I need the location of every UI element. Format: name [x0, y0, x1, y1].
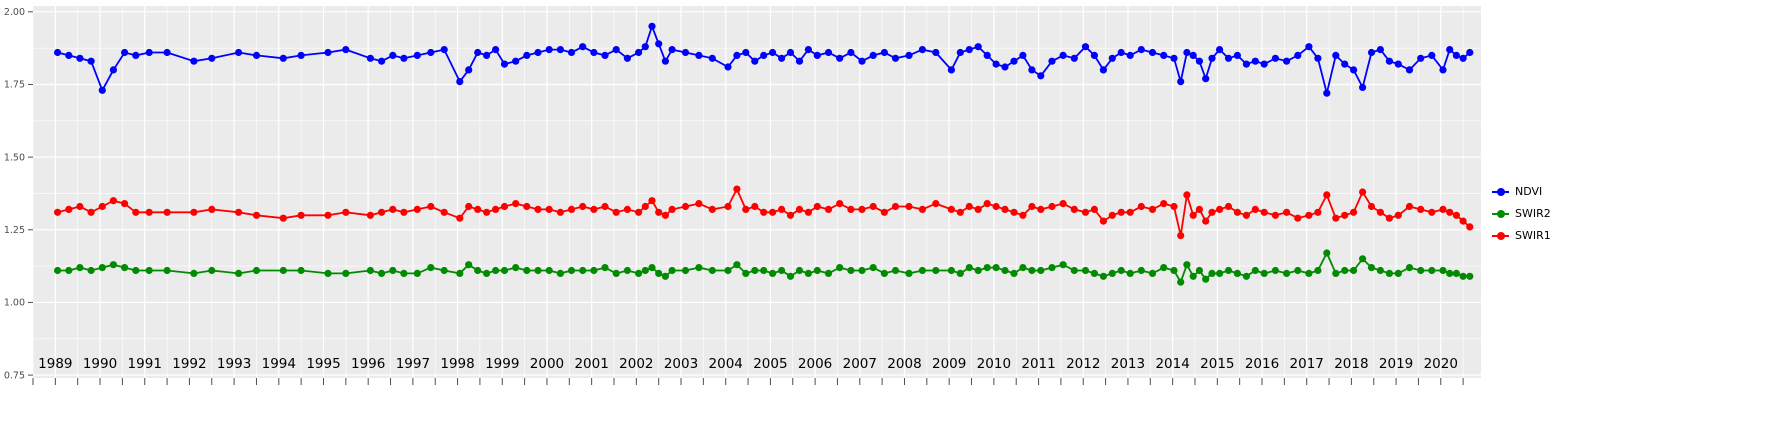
- ndvi-point-icon: [1492, 183, 1509, 200]
- legend-item-swir1: SWIR1: [1492, 227, 1551, 244]
- legend-label-swir1: SWIR1: [1515, 229, 1551, 242]
- svg-text:2009: 2009: [932, 356, 966, 372]
- svg-text:1989: 1989: [38, 356, 72, 372]
- svg-text:1.50: 1.50: [4, 152, 25, 163]
- svg-text:1.25: 1.25: [4, 225, 25, 236]
- legend: NDVI SWIR2 SWIR1: [1492, 183, 1551, 244]
- ndvi-line: [57, 23, 1471, 94]
- x-axis: 1989 1990 1991 1992 1993 1994 1995 1996 1997 1998…: [32, 356, 1464, 385]
- svg-text:1991: 1991: [128, 356, 162, 372]
- y-axis: 0.75 1.00 1.25 1.50 1.75 2.00: [4, 7, 33, 381]
- svg-text:1994: 1994: [262, 356, 296, 372]
- svg-text:2011: 2011: [1021, 356, 1055, 372]
- svg-text:2019: 2019: [1379, 356, 1413, 372]
- svg-text:2000: 2000: [530, 356, 564, 372]
- svg-text:2008: 2008: [887, 356, 921, 372]
- svg-text:2015: 2015: [1200, 356, 1234, 372]
- swir1-point-icon: [1492, 227, 1509, 244]
- legend-item-ndvi: NDVI: [1492, 183, 1551, 200]
- swir2-point-icon: [1492, 205, 1509, 222]
- svg-text:1996: 1996: [351, 356, 385, 372]
- svg-text:1995: 1995: [306, 356, 340, 372]
- svg-text:2013: 2013: [1111, 356, 1145, 372]
- svg-text:2004: 2004: [709, 356, 743, 372]
- svg-text:1990: 1990: [83, 356, 117, 372]
- svg-text:2007: 2007: [843, 356, 877, 372]
- svg-text:1.00: 1.00: [4, 298, 25, 309]
- svg-text:2002: 2002: [619, 356, 653, 372]
- svg-text:2010: 2010: [977, 356, 1011, 372]
- series-swir1: [54, 185, 1474, 240]
- legend-label-swir2: SWIR2: [1515, 207, 1551, 220]
- svg-text:1992: 1992: [172, 356, 206, 372]
- svg-text:1997: 1997: [396, 356, 430, 372]
- legend-label-ndvi: NDVI: [1515, 185, 1543, 198]
- series-ndvi: [54, 22, 1474, 97]
- svg-text:1998: 1998: [440, 356, 474, 372]
- svg-text:2006: 2006: [798, 356, 832, 372]
- svg-text:1999: 1999: [485, 356, 519, 372]
- svg-text:2014: 2014: [1155, 356, 1189, 372]
- svg-text:2001: 2001: [574, 356, 608, 372]
- svg-text:2.00: 2.00: [4, 7, 25, 18]
- svg-text:2005: 2005: [753, 356, 787, 372]
- svg-text:0.75: 0.75: [4, 370, 25, 381]
- series-swir2: [54, 249, 1474, 286]
- swir1-line: [57, 187, 1471, 236]
- svg-text:2017: 2017: [1290, 356, 1324, 372]
- legend-item-swir2: SWIR2: [1492, 205, 1551, 222]
- svg-text:1.75: 1.75: [4, 80, 25, 91]
- svg-text:2018: 2018: [1334, 356, 1368, 372]
- svg-text:1993: 1993: [217, 356, 251, 372]
- svg-text:2012: 2012: [1066, 356, 1100, 372]
- svg-text:2003: 2003: [664, 356, 698, 372]
- gridlines: [32, 6, 1481, 378]
- swir2-line: [57, 250, 1470, 285]
- svg-text:2020: 2020: [1424, 356, 1458, 372]
- svg-text:2016: 2016: [1245, 356, 1279, 372]
